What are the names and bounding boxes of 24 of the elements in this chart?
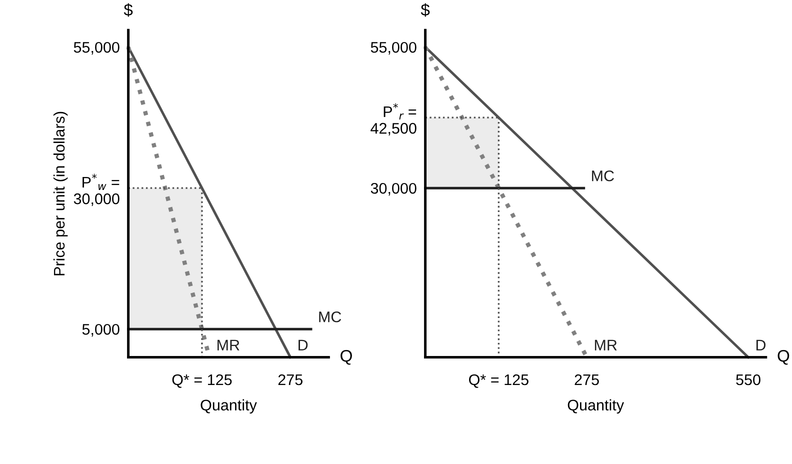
y-tick-label: P$^{*}$$_{r}$ = 42,500 bbox=[370, 103, 416, 136]
series-label: MR bbox=[218, 340, 240, 350]
y-tick-label: 55,000 bbox=[74, 42, 120, 55]
y-tick-label: P$^{*}$$_{w}$ = 30,000 bbox=[74, 174, 120, 206]
x-axis-title: Quantity bbox=[568, 399, 624, 414]
x-tick-label: 275 bbox=[278, 374, 302, 386]
y-tick-label: 55,000 bbox=[370, 42, 416, 55]
x-tick-label: 275 bbox=[574, 374, 599, 386]
series-label: MR bbox=[594, 340, 617, 350]
series-label: MC bbox=[319, 311, 342, 322]
text: $ bbox=[124, 3, 133, 17]
x-tick-label: 550 bbox=[736, 374, 760, 386]
y-tick-label: 30,000 bbox=[370, 182, 416, 196]
text: $ bbox=[420, 3, 430, 17]
text: Q bbox=[778, 350, 790, 365]
y-tick-label: 5,000 bbox=[82, 324, 120, 337]
x-axis-title: Quantity bbox=[200, 399, 257, 414]
series-label: D bbox=[756, 340, 766, 350]
x-tick-label: Q* = 125 bbox=[469, 374, 528, 388]
text: Q bbox=[340, 350, 352, 365]
series-label: D bbox=[298, 340, 308, 350]
series-label: MC bbox=[592, 170, 614, 182]
y-axis-title: Price per unit (in dollars) bbox=[53, 112, 68, 276]
x-tick-label: Q* = 125 bbox=[172, 374, 232, 388]
